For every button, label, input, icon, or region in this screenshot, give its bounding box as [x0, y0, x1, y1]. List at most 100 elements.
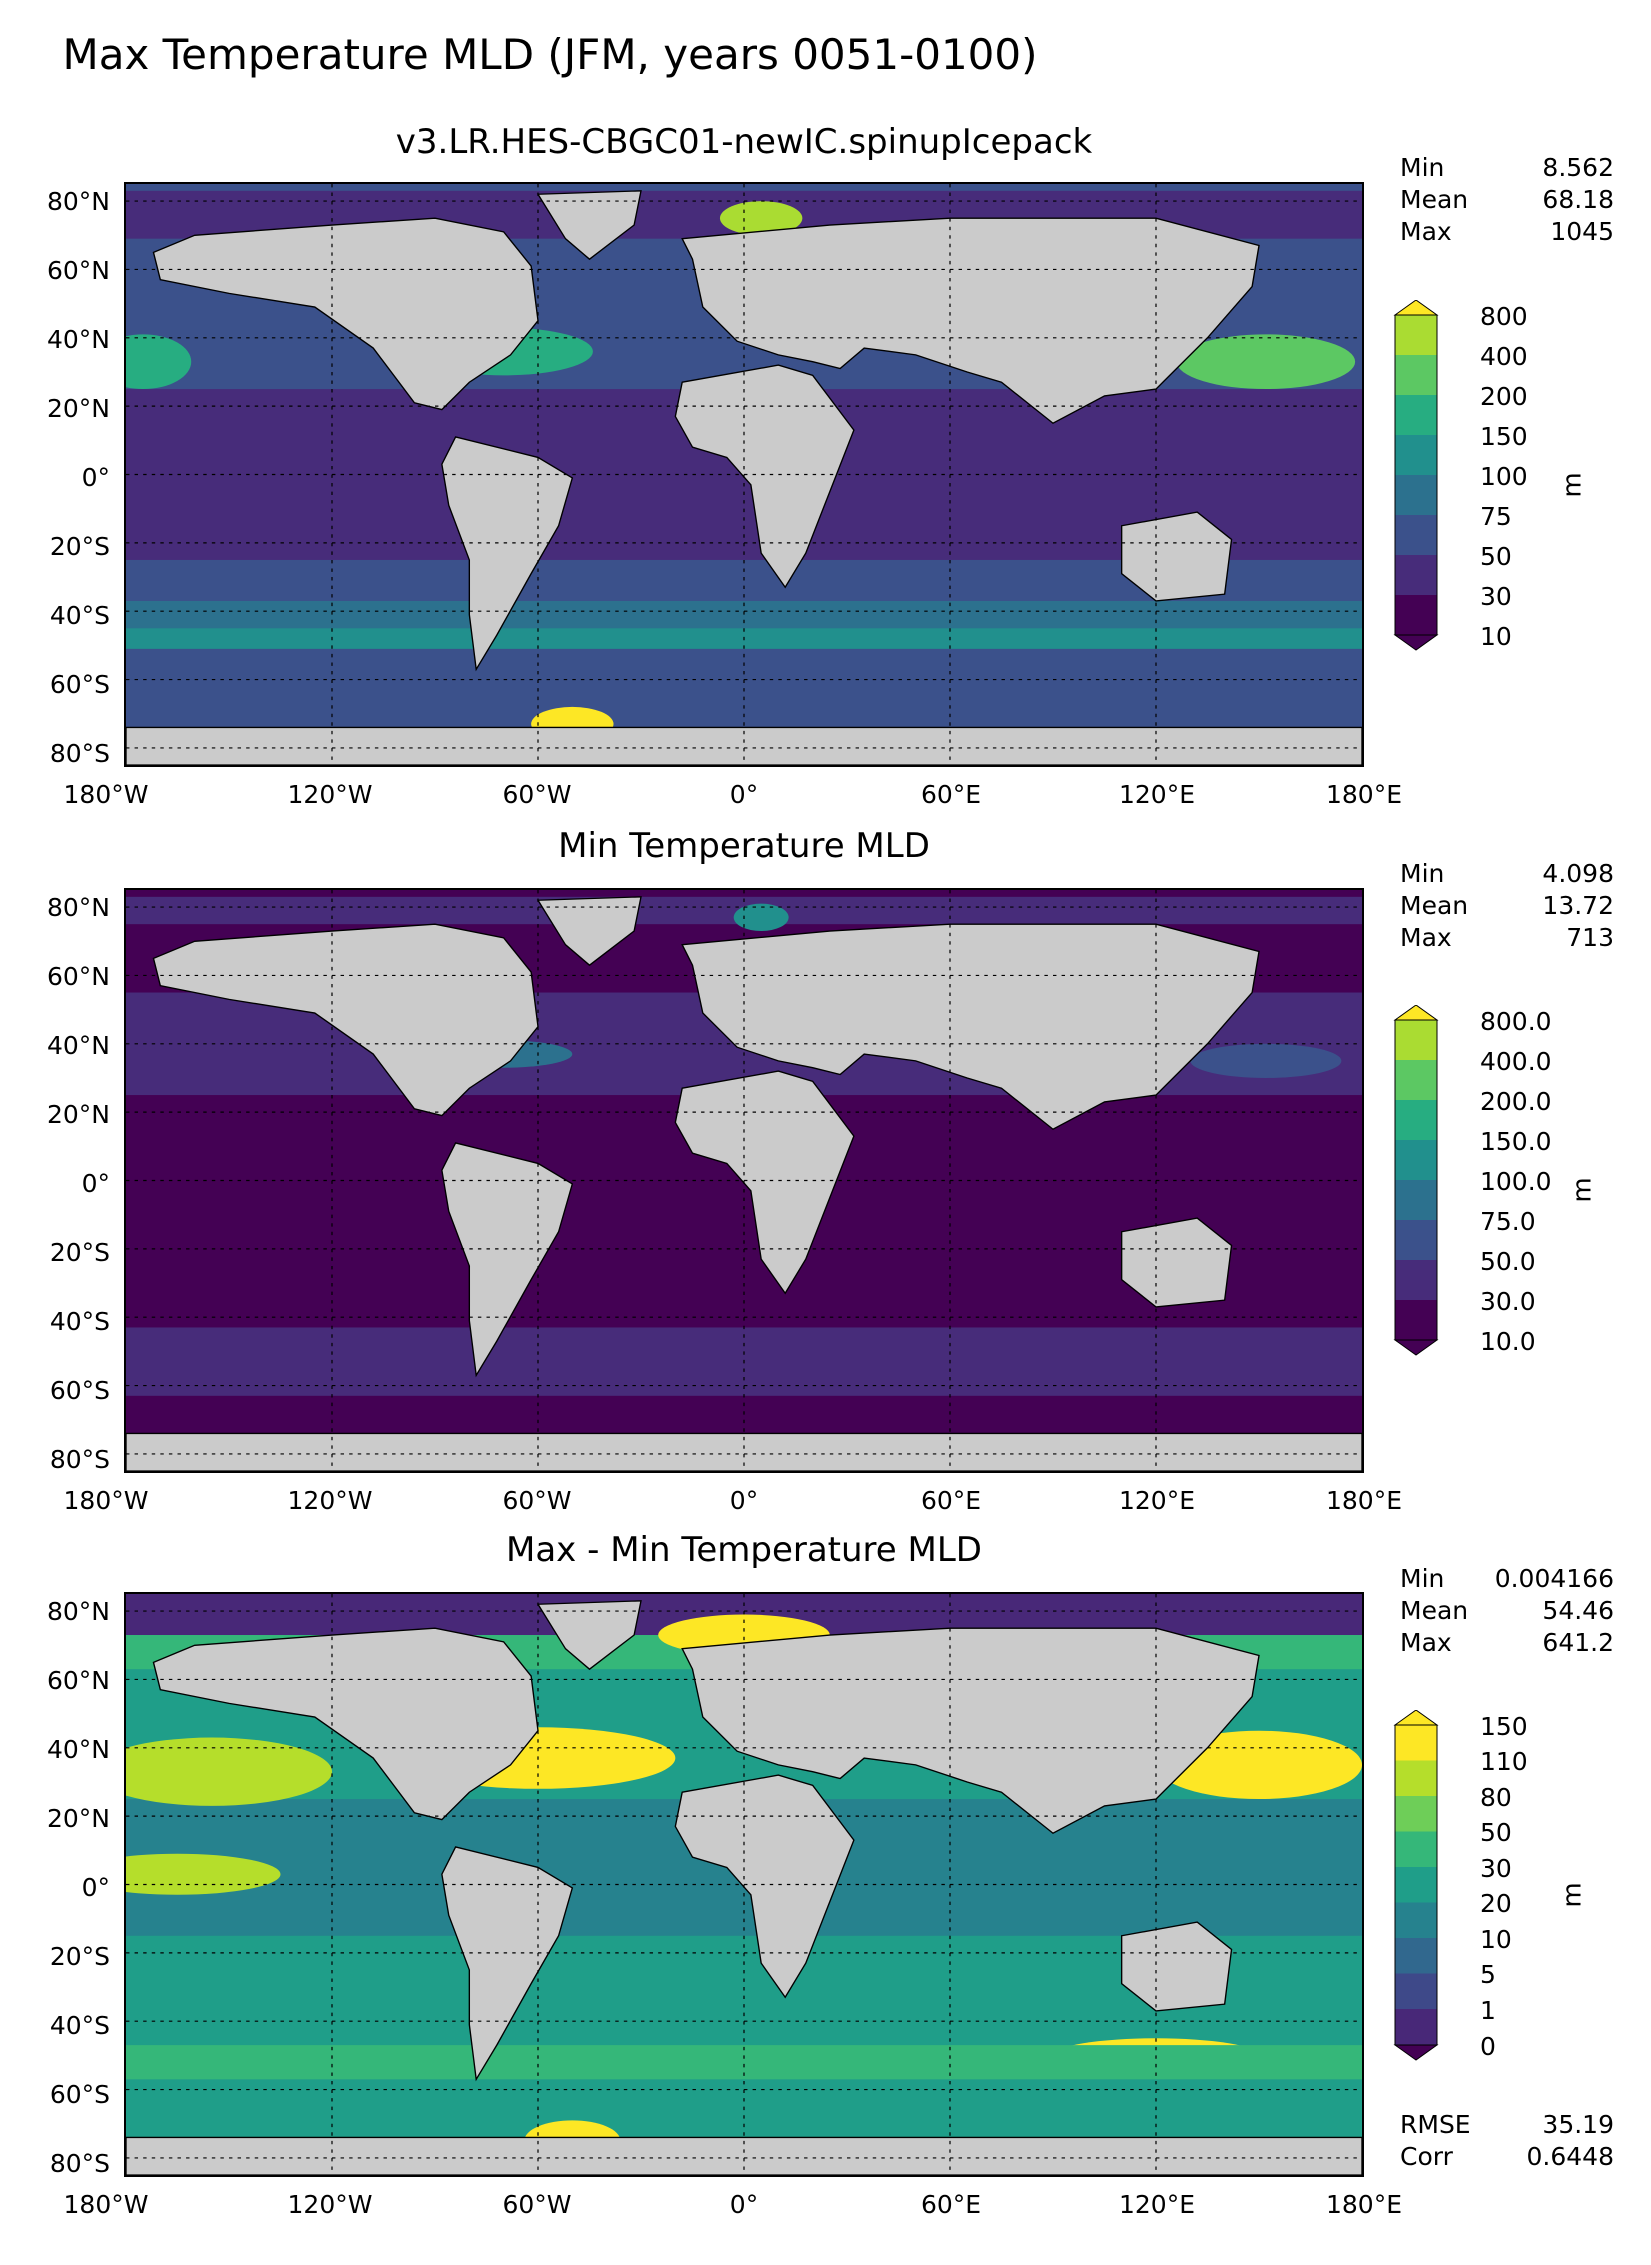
stat-corr-value: 0.6448	[1526, 2142, 1614, 2171]
north-pacific-high-region	[126, 1737, 332, 1806]
lat-label: 60°S	[49, 2080, 110, 2109]
lat-label: 20°S	[49, 532, 110, 561]
stat-min-value: 0.004166	[1494, 1564, 1614, 1593]
lon-label: 60°E	[920, 2190, 982, 2219]
stat-label: Mean	[1400, 1596, 1469, 1625]
lon-label: 180°W	[63, 2190, 149, 2219]
colorbar-tick: 10.0	[1480, 1327, 1536, 1356]
stat-label: RMSE	[1400, 2110, 1471, 2139]
nordic-seas-region	[733, 903, 789, 932]
stat-label: Mean	[1400, 185, 1469, 214]
panel-3-extra-stats: RMSE 35.19 Corr 0.6448	[1400, 2109, 1614, 2173]
lat-label: 80°S	[49, 739, 110, 768]
colorbar-tick: 50	[1480, 542, 1512, 571]
stat-mean-value: 54.46	[1542, 1596, 1614, 1625]
lon-label: 180°E	[1325, 2190, 1402, 2219]
colorbar-tick: 800	[1480, 302, 1528, 331]
panel-1-title: v3.LR.HES-CBGC01-newIC.spinupIcepack	[395, 122, 1093, 162]
equatorial-pacific-region	[126, 1853, 281, 1895]
lon-label: 180°W	[63, 1486, 149, 1515]
colorbar-tick: 400.0	[1480, 1047, 1552, 1076]
panel-3-title: Max - Min Temperature MLD	[506, 1530, 982, 1570]
colorbar-tick: 80	[1480, 1783, 1512, 1812]
colorbar-tick: 10	[1480, 1925, 1512, 1954]
lon-label: 180°E	[1325, 1486, 1402, 1515]
stat-label: Mean	[1400, 891, 1469, 920]
lat-label: 80°S	[49, 1445, 110, 1474]
stat-max-value: 713	[1566, 923, 1614, 952]
lat-label: 60°N	[46, 1666, 110, 1695]
colorbar-tick: 100.0	[1480, 1167, 1552, 1196]
panel-2-map-svg	[126, 890, 1362, 1471]
colorbar-unit-label: m	[1567, 1177, 1598, 1203]
colorbar-tick: 150	[1480, 422, 1528, 451]
panel-1-colorbar	[1393, 300, 1439, 651]
lon-label: 120°E	[1118, 2190, 1195, 2219]
lon-label: 60°W	[502, 780, 572, 809]
stat-label: Max	[1400, 1628, 1452, 1657]
lon-label: 120°E	[1118, 780, 1195, 809]
colorbar-tick: 5	[1480, 1960, 1496, 1989]
lon-label: 0°	[729, 2190, 759, 2219]
figure-title: Max Temperature MLD (JFM, years 0051-010…	[62, 30, 1038, 79]
lat-label: 80°N	[46, 187, 110, 216]
lat-label: 40°S	[49, 1307, 110, 1336]
stat-label: Min	[1400, 1564, 1445, 1593]
lat-label: 60°N	[46, 962, 110, 991]
colorbar-tick: 200.0	[1480, 1087, 1552, 1116]
lon-label: 120°W	[287, 2190, 373, 2219]
colorbar-tick: 30.0	[1480, 1287, 1536, 1316]
colorbar-tick: 10	[1480, 622, 1512, 651]
panel-2-map	[124, 888, 1364, 1473]
colorbar-tick: 110	[1480, 1747, 1528, 1776]
panel-2-stats: Min 4.098 Mean 13.72 Max 713	[1400, 858, 1614, 954]
lat-label: 20°S	[49, 1942, 110, 1971]
lat-label: 40°N	[46, 1735, 110, 1764]
colorbar-tick: 100	[1480, 462, 1528, 491]
colorbar-tick: 150	[1480, 1712, 1528, 1741]
stat-label: Max	[1400, 217, 1452, 246]
colorbar-tick: 150.0	[1480, 1127, 1552, 1156]
graticule	[126, 890, 1362, 1471]
panel-2-title: Min Temperature MLD	[558, 826, 930, 866]
stat-label: Corr	[1400, 2142, 1453, 2171]
colorbar-tick: 20	[1480, 1889, 1512, 1918]
lon-label: 60°W	[502, 2190, 572, 2219]
lon-label: 60°W	[502, 1486, 572, 1515]
panel-3-stats: Min 0.004166 Mean 54.46 Max 641.2	[1400, 1563, 1614, 1659]
lat-label: 40°N	[46, 1031, 110, 1060]
lon-label: 0°	[729, 780, 759, 809]
lat-label: 0°	[81, 463, 110, 492]
lat-label: 20°N	[46, 394, 110, 423]
graticule	[126, 1594, 1362, 2175]
lat-label: 0°	[81, 1873, 110, 1902]
stat-mean-value: 68.18	[1542, 185, 1614, 214]
lon-label: 0°	[729, 1486, 759, 1515]
lat-label: 20°N	[46, 1100, 110, 1129]
stat-label: Max	[1400, 923, 1452, 952]
lat-label: 40°S	[49, 2011, 110, 2040]
stat-rmse-value: 35.19	[1542, 2110, 1614, 2139]
colorbar-tick: 800.0	[1480, 1007, 1552, 1036]
kuroshio-region	[1190, 1043, 1342, 1078]
lat-label: 60°S	[49, 670, 110, 699]
lat-label: 40°S	[49, 601, 110, 630]
colorbar-unit-label: m	[1557, 1882, 1588, 1908]
colorbar-tick: 200	[1480, 382, 1528, 411]
lat-label: 0°	[81, 1169, 110, 1198]
lat-label: 20°S	[49, 1238, 110, 1267]
north-pacific-deep-region	[1176, 334, 1356, 390]
colorbar-tick: 30	[1480, 582, 1512, 611]
lat-label: 60°N	[46, 256, 110, 285]
lon-label: 60°E	[920, 780, 982, 809]
lon-label: 180°W	[63, 780, 149, 809]
panel-1-stats: Min 8.562 Mean 68.18 Max 1045	[1400, 152, 1614, 248]
lat-label: 80°N	[46, 893, 110, 922]
stat-max-value: 1045	[1550, 217, 1614, 246]
north-pacific-deep-region-west	[126, 334, 192, 390]
lon-label: 120°W	[287, 1486, 373, 1515]
lat-label: 80°N	[46, 1597, 110, 1626]
stat-label: Min	[1400, 859, 1445, 888]
stat-min-value: 4.098	[1542, 859, 1614, 888]
colorbar-tick: 50	[1480, 1818, 1512, 1847]
